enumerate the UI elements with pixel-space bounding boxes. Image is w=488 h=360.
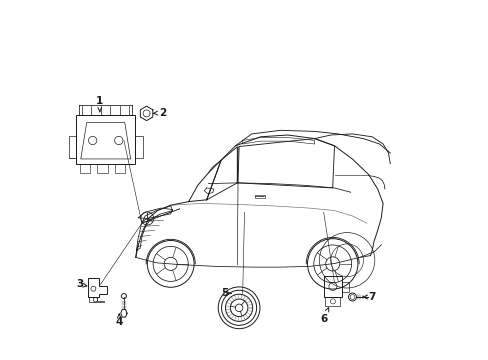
Bar <box>97 164 107 172</box>
Bar <box>114 164 125 172</box>
Text: 5: 5 <box>221 288 231 298</box>
Bar <box>323 276 342 297</box>
Bar <box>254 195 265 198</box>
Bar <box>135 136 142 158</box>
Text: 1: 1 <box>96 96 103 112</box>
Bar <box>76 115 135 164</box>
Bar <box>325 297 340 306</box>
Text: 6: 6 <box>320 308 328 324</box>
Text: 7: 7 <box>362 292 375 302</box>
Bar <box>342 282 348 292</box>
Text: 3: 3 <box>76 279 87 289</box>
Text: 2: 2 <box>153 108 166 118</box>
Bar <box>80 164 90 172</box>
Bar <box>69 136 76 158</box>
Text: 4: 4 <box>115 314 122 327</box>
